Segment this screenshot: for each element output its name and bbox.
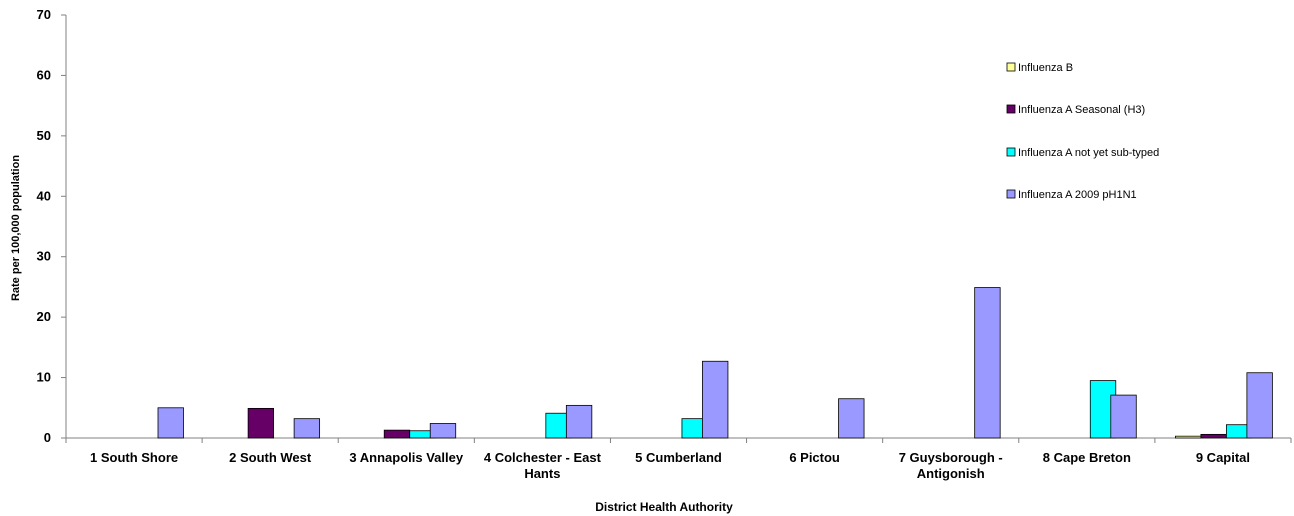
x-category-label: 9 Capital [1196, 450, 1250, 465]
axes [61, 14, 1292, 443]
legend-swatch [1006, 104, 1016, 114]
y-axis-title: Rate per 100,000 population [10, 155, 22, 301]
x-category-label: 4 Colchester - East Hants [484, 450, 602, 481]
legend-label: Influenza B [1018, 62, 1073, 74]
legend-swatch [1006, 189, 1016, 199]
y-tick-label: 10 [37, 370, 51, 385]
x-axis-title: District Health Authority [595, 500, 733, 514]
bar [1110, 394, 1137, 439]
x-category-label: 1 South Shore [90, 450, 178, 465]
bar [1174, 435, 1202, 439]
bar [1246, 372, 1273, 439]
legend: Influenza B Influenza A Seasonal (H3) Infl… [1006, 62, 1159, 201]
y-tick-label: 40 [37, 188, 51, 203]
legend-label: Influenza A Seasonal (H3) [1018, 104, 1145, 116]
x-category-label: 8 Cape Breton [1043, 450, 1131, 465]
y-tick-label: 20 [37, 309, 51, 324]
x-category-label: 2 South West [229, 450, 312, 465]
bar [838, 398, 865, 439]
legend-label: Influenza A not yet sub-typed [1018, 147, 1159, 159]
bars [157, 287, 1273, 439]
bar [974, 287, 1001, 439]
x-category-label: 6 Pictou [789, 450, 840, 465]
bar [293, 418, 321, 439]
y-tick-label: 0 [44, 430, 51, 445]
y-tick-label: 30 [37, 249, 51, 264]
bar [565, 404, 593, 439]
x-category-label: 7 Guysborough -Antigonish [899, 450, 1003, 481]
y-tick-label: 70 [37, 7, 51, 22]
bar [702, 360, 729, 439]
x-category-label: 5 Cumberland [635, 450, 722, 465]
legend-swatch [1006, 62, 1016, 72]
y-tick-label: 50 [37, 128, 51, 143]
legend-label: Influenza A 2009 pH1N1 [1018, 189, 1137, 201]
bar [247, 407, 275, 439]
bar [429, 423, 457, 439]
x-category-label: 3 Annapolis Valley [349, 450, 463, 465]
labels: 0 10 20 30 40 50 60 70 1 South Shore 2 South West… [37, 7, 1251, 481]
bar [157, 407, 184, 439]
bar [383, 429, 411, 439]
legend-swatch [1006, 147, 1016, 157]
bar [1200, 433, 1227, 439]
y-tick-label: 60 [37, 67, 51, 82]
